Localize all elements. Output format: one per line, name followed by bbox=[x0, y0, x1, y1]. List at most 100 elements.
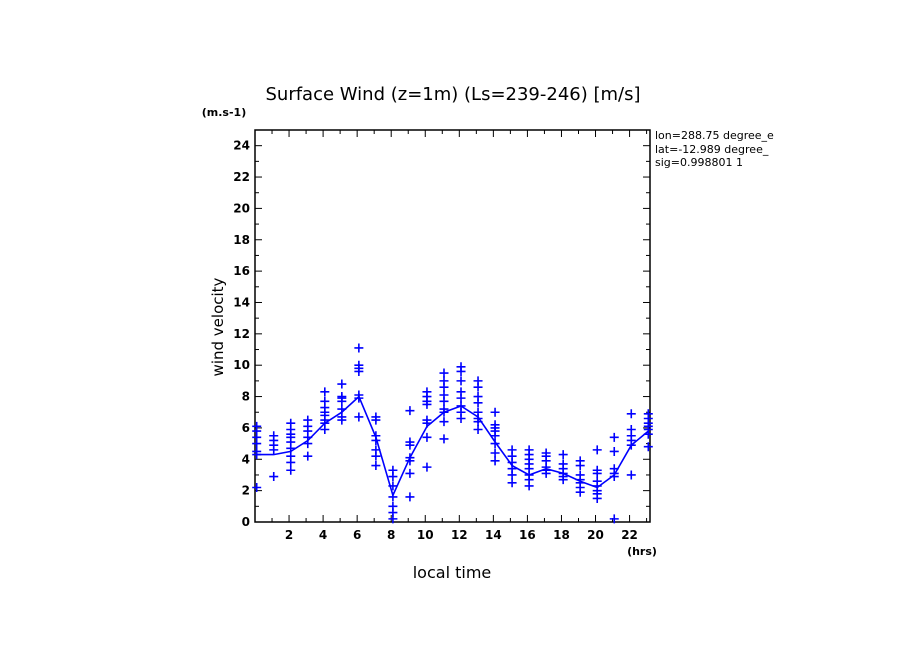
sample-point bbox=[252, 421, 262, 431]
sample-point bbox=[286, 465, 296, 475]
sample-point bbox=[558, 459, 568, 469]
x-tick-label: 8 bbox=[387, 528, 395, 542]
sample-point bbox=[303, 415, 313, 425]
sample-point bbox=[439, 434, 449, 444]
y-axis-label: wind velocity bbox=[209, 277, 227, 376]
y-tick-label: 0 bbox=[242, 515, 250, 529]
y-tick-label: 8 bbox=[242, 390, 250, 404]
sample-point bbox=[371, 461, 381, 471]
sample-point bbox=[371, 412, 381, 422]
sample-point bbox=[575, 470, 585, 480]
y-tick-label: 12 bbox=[233, 327, 250, 341]
sample-point bbox=[473, 376, 483, 386]
y-tick-label: 10 bbox=[233, 358, 250, 372]
x-tick-label: 4 bbox=[319, 528, 327, 542]
sample-point bbox=[456, 362, 466, 372]
y-tick-label: 4 bbox=[242, 452, 250, 466]
x-tick-label: 6 bbox=[353, 528, 361, 542]
sample-point bbox=[524, 445, 534, 455]
sample-point bbox=[405, 492, 415, 502]
y-tick-label: 20 bbox=[233, 201, 250, 215]
x-tick-label: 18 bbox=[553, 528, 570, 542]
sample-point bbox=[626, 409, 636, 419]
sample-point bbox=[575, 456, 585, 466]
sample-point bbox=[337, 379, 347, 389]
sample-point bbox=[592, 445, 602, 455]
sample-point bbox=[388, 465, 398, 475]
sample-point bbox=[422, 462, 432, 472]
sample-point bbox=[422, 432, 432, 442]
sample-point bbox=[286, 418, 296, 428]
sample-point bbox=[405, 406, 415, 416]
sample-point bbox=[456, 387, 466, 397]
sample-point bbox=[405, 437, 415, 447]
sample-point bbox=[252, 483, 262, 493]
x-unit-label: (hrs) bbox=[627, 545, 657, 558]
y-tick-label: 22 bbox=[233, 170, 250, 184]
sample-point bbox=[269, 472, 279, 482]
plot-frame bbox=[254, 129, 651, 523]
sample-point bbox=[422, 415, 432, 425]
sample-point bbox=[507, 478, 517, 488]
sample-point bbox=[439, 390, 449, 400]
sample-point bbox=[354, 360, 364, 370]
y-tick-label: 14 bbox=[233, 295, 250, 309]
sample-point bbox=[337, 412, 347, 422]
sample-point bbox=[592, 476, 602, 486]
sample-point bbox=[303, 451, 313, 461]
sample-point bbox=[439, 417, 449, 427]
sample-point bbox=[490, 448, 500, 458]
sample-point bbox=[643, 442, 653, 452]
x-tick-label: 16 bbox=[519, 528, 536, 542]
sample-point bbox=[626, 470, 636, 480]
sample-point bbox=[388, 501, 398, 511]
sample-point bbox=[609, 432, 619, 442]
sample-markers bbox=[252, 343, 653, 524]
sample-point bbox=[473, 407, 483, 417]
sample-point bbox=[473, 424, 483, 434]
x-tick-label: 22 bbox=[621, 528, 638, 542]
y-tick-label: 2 bbox=[242, 484, 250, 498]
info-sig: sig=0.998801 1 bbox=[655, 156, 743, 169]
sample-point bbox=[286, 451, 296, 461]
sample-point bbox=[439, 368, 449, 378]
sample-point bbox=[490, 456, 500, 466]
sample-point bbox=[320, 396, 330, 406]
sample-point bbox=[592, 465, 602, 475]
sample-point bbox=[609, 446, 619, 456]
x-tick-label: 14 bbox=[485, 528, 502, 542]
x-tick-label: 2 bbox=[285, 528, 293, 542]
sample-point bbox=[507, 445, 517, 455]
sample-point bbox=[269, 431, 279, 441]
x-tick-label: 20 bbox=[587, 528, 604, 542]
x-tick-label: 10 bbox=[417, 528, 434, 542]
sample-point bbox=[490, 407, 500, 417]
sample-point bbox=[643, 409, 653, 419]
sample-point bbox=[422, 387, 432, 397]
sample-point bbox=[558, 450, 568, 460]
sample-point bbox=[541, 448, 551, 458]
chart-title: Surface Wind (z=1m) (Ls=239-246) [m/s] bbox=[265, 84, 640, 105]
sample-point bbox=[490, 420, 500, 430]
sample-point bbox=[609, 514, 619, 524]
info-lat: lat=-12.989 degree_ bbox=[655, 143, 769, 156]
sample-point bbox=[626, 424, 636, 434]
sample-point bbox=[473, 392, 483, 402]
info-box: lon=288.75 degree_e lat=-12.989 degree_ … bbox=[655, 129, 774, 169]
sample-point bbox=[354, 412, 364, 422]
sample-point bbox=[320, 387, 330, 397]
x-tick-label: 12 bbox=[451, 528, 468, 542]
info-lon: lon=288.75 degree_e bbox=[655, 129, 774, 142]
y-tick-label: 16 bbox=[233, 264, 250, 278]
y-tick-label: 6 bbox=[242, 421, 250, 435]
y-unit-label: (m.s-1) bbox=[202, 106, 246, 119]
sample-point bbox=[405, 468, 415, 478]
y-tick-label: 24 bbox=[233, 139, 250, 153]
x-axis-label: local time bbox=[413, 563, 492, 582]
y-tick-label: 18 bbox=[233, 233, 250, 247]
sample-point bbox=[337, 392, 347, 402]
mean-line bbox=[256, 395, 649, 498]
sample-point bbox=[439, 376, 449, 386]
